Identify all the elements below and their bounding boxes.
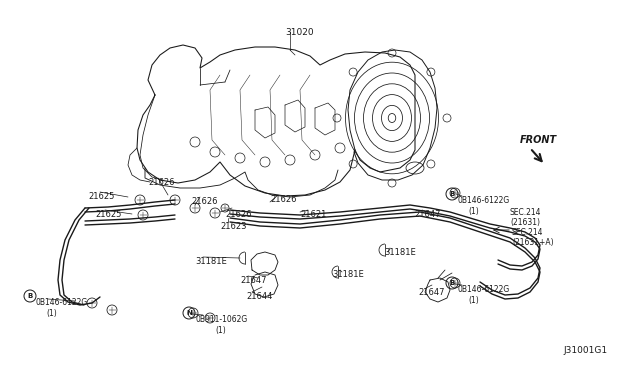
Text: (1): (1)	[46, 309, 57, 318]
Text: (1): (1)	[215, 326, 226, 335]
Text: 21644: 21644	[246, 292, 273, 301]
Text: 21647: 21647	[240, 276, 266, 285]
Text: 0B146-6122G: 0B146-6122G	[36, 298, 88, 307]
Text: J31001G1: J31001G1	[564, 346, 608, 355]
Text: 21647: 21647	[414, 210, 440, 219]
Text: 21626: 21626	[148, 178, 175, 187]
Text: B: B	[28, 293, 33, 299]
Text: B: B	[449, 191, 454, 197]
Text: 21626: 21626	[225, 210, 252, 219]
Text: 0B146-6122G: 0B146-6122G	[458, 285, 510, 294]
Text: (21631): (21631)	[510, 218, 540, 227]
Text: (1): (1)	[468, 207, 479, 216]
Text: (1): (1)	[468, 296, 479, 305]
Text: 21647: 21647	[418, 288, 445, 297]
Text: 0B911-1062G: 0B911-1062G	[195, 315, 247, 324]
Text: 21626: 21626	[270, 195, 296, 204]
Text: B: B	[449, 280, 454, 286]
Text: N: N	[186, 310, 192, 316]
Text: 21623: 21623	[220, 222, 246, 231]
Text: 21626: 21626	[191, 197, 218, 206]
Text: 21625: 21625	[88, 192, 115, 201]
Text: (21631+A): (21631+A)	[512, 238, 554, 247]
Text: 0B146-6122G: 0B146-6122G	[458, 196, 510, 205]
Text: SEC.214: SEC.214	[510, 208, 541, 217]
Text: FRONT: FRONT	[520, 135, 557, 145]
Text: 21621: 21621	[300, 210, 326, 219]
Text: 31181E: 31181E	[332, 270, 364, 279]
Text: 31181E: 31181E	[195, 257, 227, 266]
Text: 31181E: 31181E	[384, 248, 416, 257]
Text: SEC.214: SEC.214	[512, 228, 543, 237]
Text: 31020: 31020	[285, 28, 314, 37]
Text: 21625: 21625	[95, 210, 122, 219]
